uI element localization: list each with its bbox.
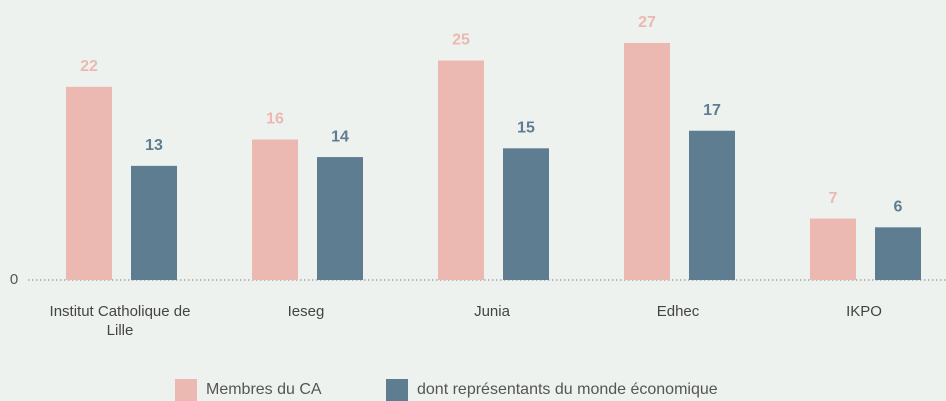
- bar: [317, 157, 363, 280]
- legend-label: Membres du CA: [206, 381, 322, 398]
- bar: [624, 42, 670, 280]
- bar: [252, 139, 298, 280]
- value-label: 16: [266, 111, 284, 128]
- x-tick-label: Ieseg: [287, 303, 325, 320]
- legend-item: dont représentants du monde économique: [386, 378, 718, 401]
- legend-swatch: [386, 379, 408, 401]
- bar: [503, 148, 549, 280]
- bar: [689, 130, 735, 280]
- value-label: 14: [331, 128, 349, 145]
- value-label: 15: [517, 120, 535, 137]
- value-label: 25: [452, 32, 470, 49]
- y-tick-label: 0: [10, 271, 18, 288]
- bar: [875, 227, 921, 280]
- legend-item: Membres du CA: [175, 378, 322, 401]
- value-label: 17: [703, 102, 721, 119]
- value-label: 27: [638, 14, 656, 31]
- bar: [66, 86, 112, 280]
- bar: [131, 165, 177, 280]
- bar: [438, 60, 484, 280]
- x-tick-label: Institut Catholique de Lille: [49, 303, 191, 339]
- legend-label: dont représentants du monde économique: [417, 381, 718, 398]
- x-tick-label: Edhec: [656, 303, 700, 320]
- value-label: 6: [894, 199, 903, 216]
- x-tick-label: Junia: [474, 303, 510, 320]
- value-label: 22: [80, 58, 98, 75]
- legend-swatch: [175, 379, 197, 401]
- value-label: 13: [145, 137, 163, 154]
- value-label: 7: [829, 190, 838, 207]
- bar: [810, 218, 856, 280]
- x-tick-label: IKPO: [846, 303, 882, 320]
